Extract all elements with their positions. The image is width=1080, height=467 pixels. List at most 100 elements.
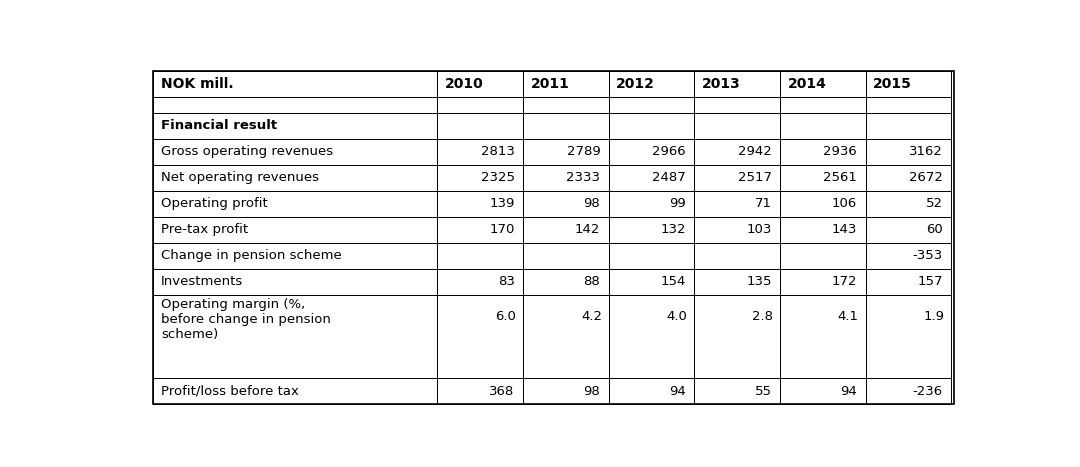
Bar: [865, 113, 951, 139]
Bar: [437, 269, 523, 295]
Bar: [523, 217, 609, 243]
Text: Gross operating revenues: Gross operating revenues: [161, 145, 333, 158]
Bar: [865, 97, 951, 113]
Text: 172: 172: [832, 276, 858, 288]
Bar: [780, 191, 865, 217]
Text: 143: 143: [832, 223, 858, 236]
Bar: [609, 191, 694, 217]
Bar: [153, 97, 437, 113]
Text: 135: 135: [746, 276, 771, 288]
Bar: [437, 71, 523, 97]
Bar: [609, 165, 694, 191]
Text: 94: 94: [840, 385, 858, 397]
Bar: [523, 295, 609, 378]
Text: 52: 52: [926, 198, 943, 210]
Text: 2936: 2936: [823, 145, 858, 158]
Text: 4.1: 4.1: [838, 310, 859, 323]
Text: Profit/loss before tax: Profit/loss before tax: [161, 385, 299, 397]
Bar: [437, 378, 523, 404]
Bar: [865, 243, 951, 269]
Bar: [523, 139, 609, 165]
Bar: [780, 269, 865, 295]
Bar: [437, 113, 523, 139]
Text: 6.0: 6.0: [496, 310, 516, 323]
Text: 2942: 2942: [738, 145, 771, 158]
Text: 99: 99: [670, 198, 686, 210]
Bar: [694, 295, 780, 378]
Text: 103: 103: [746, 223, 771, 236]
Text: 106: 106: [832, 198, 858, 210]
Bar: [780, 295, 865, 378]
Text: Net operating revenues: Net operating revenues: [161, 171, 319, 184]
Bar: [437, 295, 523, 378]
Text: 2.8: 2.8: [753, 310, 773, 323]
Bar: [694, 113, 780, 139]
Text: 2813: 2813: [481, 145, 515, 158]
Text: 170: 170: [489, 223, 515, 236]
Bar: [437, 97, 523, 113]
Text: 2010: 2010: [445, 77, 484, 91]
Bar: [437, 191, 523, 217]
Text: 2014: 2014: [787, 77, 826, 91]
Bar: [865, 269, 951, 295]
Text: 2966: 2966: [652, 145, 686, 158]
Text: Financial result: Financial result: [161, 119, 278, 132]
Bar: [780, 71, 865, 97]
Text: 132: 132: [661, 223, 686, 236]
Bar: [780, 97, 865, 113]
Text: 4.0: 4.0: [666, 310, 688, 323]
Text: 60: 60: [926, 223, 943, 236]
Bar: [780, 378, 865, 404]
Bar: [153, 71, 437, 97]
Text: 2517: 2517: [738, 171, 771, 184]
Bar: [153, 295, 437, 378]
Bar: [523, 97, 609, 113]
Bar: [694, 71, 780, 97]
Bar: [437, 139, 523, 165]
Text: 55: 55: [755, 385, 771, 397]
Bar: [865, 71, 951, 97]
Text: 154: 154: [661, 276, 686, 288]
Bar: [865, 191, 951, 217]
Bar: [780, 217, 865, 243]
Text: 139: 139: [489, 198, 515, 210]
Text: 83: 83: [498, 276, 515, 288]
Text: 2333: 2333: [566, 171, 600, 184]
Text: Operating profit: Operating profit: [161, 198, 268, 210]
Bar: [694, 217, 780, 243]
Bar: [609, 295, 694, 378]
Bar: [523, 113, 609, 139]
Text: 98: 98: [583, 385, 600, 397]
Text: 2789: 2789: [567, 145, 600, 158]
Text: Pre-tax profit: Pre-tax profit: [161, 223, 248, 236]
Text: 2015: 2015: [873, 77, 912, 91]
Bar: [437, 217, 523, 243]
Bar: [437, 165, 523, 191]
Text: 368: 368: [489, 385, 515, 397]
Bar: [865, 217, 951, 243]
Text: 2325: 2325: [481, 171, 515, 184]
Text: 1.9: 1.9: [923, 310, 945, 323]
Text: 88: 88: [583, 276, 600, 288]
Bar: [694, 165, 780, 191]
Bar: [780, 165, 865, 191]
Bar: [153, 269, 437, 295]
Text: 142: 142: [575, 223, 600, 236]
Text: 2012: 2012: [617, 77, 656, 91]
Bar: [865, 139, 951, 165]
Text: 4.2: 4.2: [581, 310, 602, 323]
Bar: [609, 97, 694, 113]
Bar: [153, 378, 437, 404]
Text: Investments: Investments: [161, 276, 243, 288]
Bar: [865, 378, 951, 404]
Bar: [523, 243, 609, 269]
Bar: [780, 243, 865, 269]
Text: 2013: 2013: [702, 77, 741, 91]
Bar: [780, 113, 865, 139]
Text: 2672: 2672: [909, 171, 943, 184]
Text: 2011: 2011: [530, 77, 569, 91]
Bar: [694, 378, 780, 404]
Text: Change in pension scheme: Change in pension scheme: [161, 249, 341, 262]
Bar: [609, 378, 694, 404]
Text: 3162: 3162: [909, 145, 943, 158]
